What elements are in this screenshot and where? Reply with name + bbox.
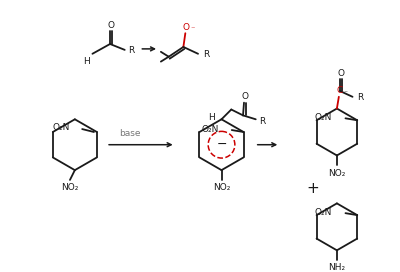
Text: NO₂: NO₂ xyxy=(61,183,79,192)
Text: ⁻: ⁻ xyxy=(344,88,348,97)
Text: O: O xyxy=(108,21,114,30)
Text: O: O xyxy=(183,23,190,32)
Text: O₂N: O₂N xyxy=(314,113,332,122)
Text: NO₂: NO₂ xyxy=(213,183,230,192)
Text: R: R xyxy=(260,117,266,126)
Text: ⁻: ⁻ xyxy=(190,24,194,33)
Text: O₂N: O₂N xyxy=(52,123,70,132)
Text: H: H xyxy=(208,113,215,122)
Text: C: C xyxy=(337,86,343,95)
Text: O: O xyxy=(242,92,248,101)
Text: R: R xyxy=(203,50,209,59)
Text: NH₂: NH₂ xyxy=(328,263,346,272)
Text: base: base xyxy=(119,129,140,138)
Text: H: H xyxy=(83,57,90,66)
Text: −: − xyxy=(216,138,227,151)
Text: O: O xyxy=(337,69,344,78)
Text: O₂N: O₂N xyxy=(314,208,332,217)
Text: NO₂: NO₂ xyxy=(328,169,346,178)
Text: +: + xyxy=(306,181,319,196)
Text: O₂N: O₂N xyxy=(202,125,219,134)
Text: R: R xyxy=(357,93,364,102)
Text: R: R xyxy=(128,46,135,55)
